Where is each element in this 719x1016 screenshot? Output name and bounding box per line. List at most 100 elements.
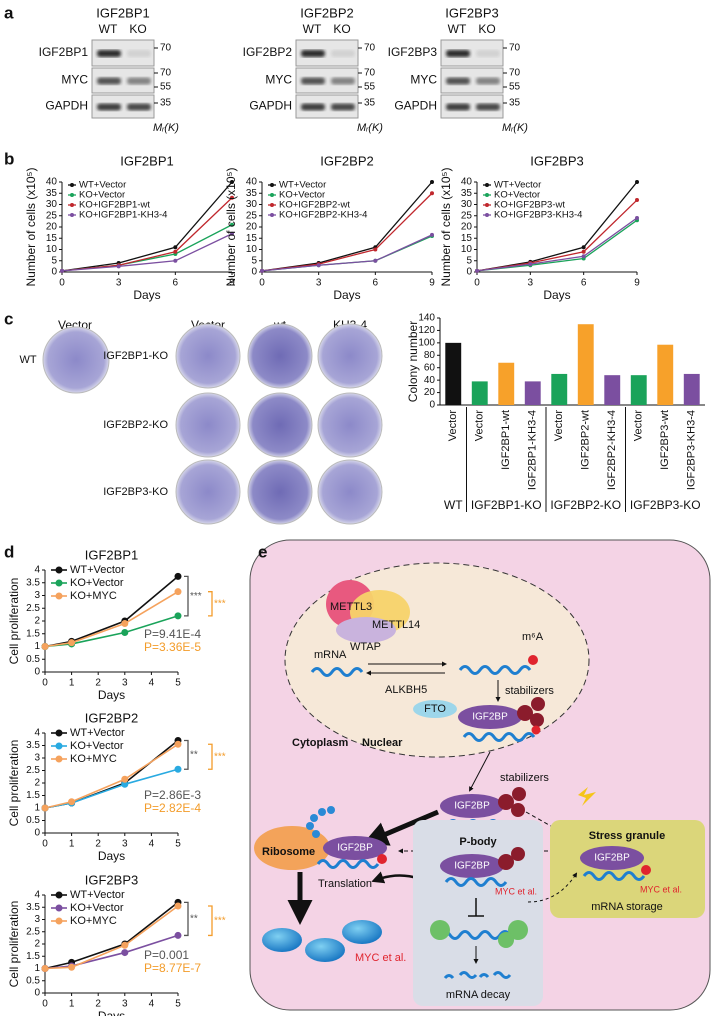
y-tick-label: 35 (246, 188, 258, 199)
bracket (208, 591, 213, 617)
point (174, 765, 182, 773)
y-tick-label: 15 (246, 233, 258, 244)
y-tick-label: 10 (461, 244, 473, 255)
legend-marker (55, 566, 63, 574)
m6a-dot (528, 655, 538, 665)
label: P-body (459, 836, 497, 848)
blot-title: IGF2BP2 (300, 5, 353, 20)
plate (175, 392, 241, 458)
point (174, 931, 182, 939)
y-tick-label: 25 (246, 210, 258, 221)
line (261, 234, 433, 272)
bracket (184, 901, 189, 937)
chart-title: IGF2BP1 (120, 153, 173, 168)
stabilizer (531, 697, 545, 711)
panel-label: c (4, 309, 13, 328)
y-tick-label: 2.5 (26, 603, 40, 614)
point (173, 249, 178, 254)
x-tick-label: 6 (373, 278, 379, 289)
point (121, 941, 129, 949)
band (301, 103, 325, 111)
plate (247, 323, 313, 389)
y-tick-label: 20 (424, 387, 436, 398)
x-tick-label: IGF2BP1-KH3-4 (527, 410, 539, 490)
blot (91, 94, 155, 119)
marker-label: 70 (509, 68, 521, 79)
y-tick-label: 140 (418, 313, 435, 324)
stress-icon (578, 787, 596, 806)
plate (247, 459, 313, 525)
plate-row: IGF2BP1-KO (103, 350, 168, 362)
marker-label: 70 (364, 43, 376, 54)
line (61, 181, 233, 272)
legend-label: KO+MYC (70, 753, 117, 765)
group-label: IGF2BP2-KO (550, 498, 621, 512)
point (116, 264, 121, 269)
p-value: P=2.86E-3 (144, 788, 201, 802)
band (476, 77, 500, 85)
significance-label: *** (214, 915, 226, 926)
y-tick-label: 3 (34, 753, 40, 764)
point (260, 268, 264, 273)
point (68, 639, 76, 647)
x-tick-label: Vector (474, 410, 486, 442)
row-label: MYC (61, 73, 88, 87)
group-label: IGF2BP3-KO (630, 498, 701, 512)
legend-label: KO+MYC (70, 915, 117, 927)
y-tick-label: 0.5 (26, 654, 40, 665)
legend-marker (270, 203, 274, 207)
igf2bp-shape (580, 846, 644, 870)
chart-title: IGF2BP3 (530, 153, 583, 168)
y-tick-label: 4 (34, 890, 40, 901)
y-tick-label: 20 (461, 222, 473, 233)
band (127, 50, 151, 57)
mrna-wave (444, 877, 508, 887)
point (635, 198, 639, 202)
y-axis-label: Cell proliferation (7, 901, 21, 988)
x-tick-label: IGF2BP3-wt (659, 410, 671, 470)
x-tick-label: 5 (175, 999, 181, 1010)
chart-title: IGF2BP1 (85, 547, 138, 562)
point (41, 965, 49, 972)
y-axis-label: Cell proliferation (7, 740, 21, 827)
y-tick-label: 1 (34, 963, 40, 974)
label: MYC et al. (355, 952, 406, 964)
legend-marker (70, 193, 74, 197)
y-tick-label: 0 (34, 667, 40, 678)
x-tick-label: 4 (149, 839, 155, 850)
x-tick-label: 2 (95, 999, 101, 1010)
label: IGF2BP (454, 861, 490, 872)
y-tick-label: 1 (34, 641, 40, 652)
x-tick-label: 3 (122, 999, 128, 1010)
label: stabilizers (505, 685, 554, 697)
y-tick-label: 0 (466, 267, 472, 278)
label: Cytoplasm (292, 737, 348, 749)
band (127, 77, 151, 85)
point (316, 263, 321, 268)
y-tick-label: 1.5 (26, 790, 40, 801)
point (174, 588, 182, 596)
row-label: IGF2BP3 (388, 45, 438, 59)
y-axis-label: Number of cells (x10⁵) (224, 167, 238, 286)
point (581, 245, 586, 250)
bar (657, 344, 674, 405)
blot (295, 94, 359, 119)
y-tick-label: 25 (461, 210, 473, 221)
point (60, 268, 64, 273)
point (174, 612, 182, 620)
y-tick-label: 20 (246, 222, 258, 233)
x-tick-label: 2 (95, 678, 101, 689)
legend-label: KO+IGF2BP3-wt (494, 200, 565, 211)
y-tick-label: 10 (246, 244, 258, 255)
band (446, 103, 470, 111)
diagram: METTL3 METTL14 WTAP mRNA ALKBH5 FTO m⁶A … (249, 539, 711, 1011)
x-tick-label: IGF2BP1-wt (500, 410, 512, 470)
lane-label: WT (448, 22, 467, 36)
y-tick-label: 0 (34, 988, 40, 999)
marker-label: 70 (509, 43, 521, 54)
x-tick-label: 5 (175, 839, 181, 850)
marker-label: 35 (364, 98, 376, 109)
line (476, 217, 638, 272)
mrna-wave (462, 732, 536, 742)
legend-marker (70, 183, 74, 187)
